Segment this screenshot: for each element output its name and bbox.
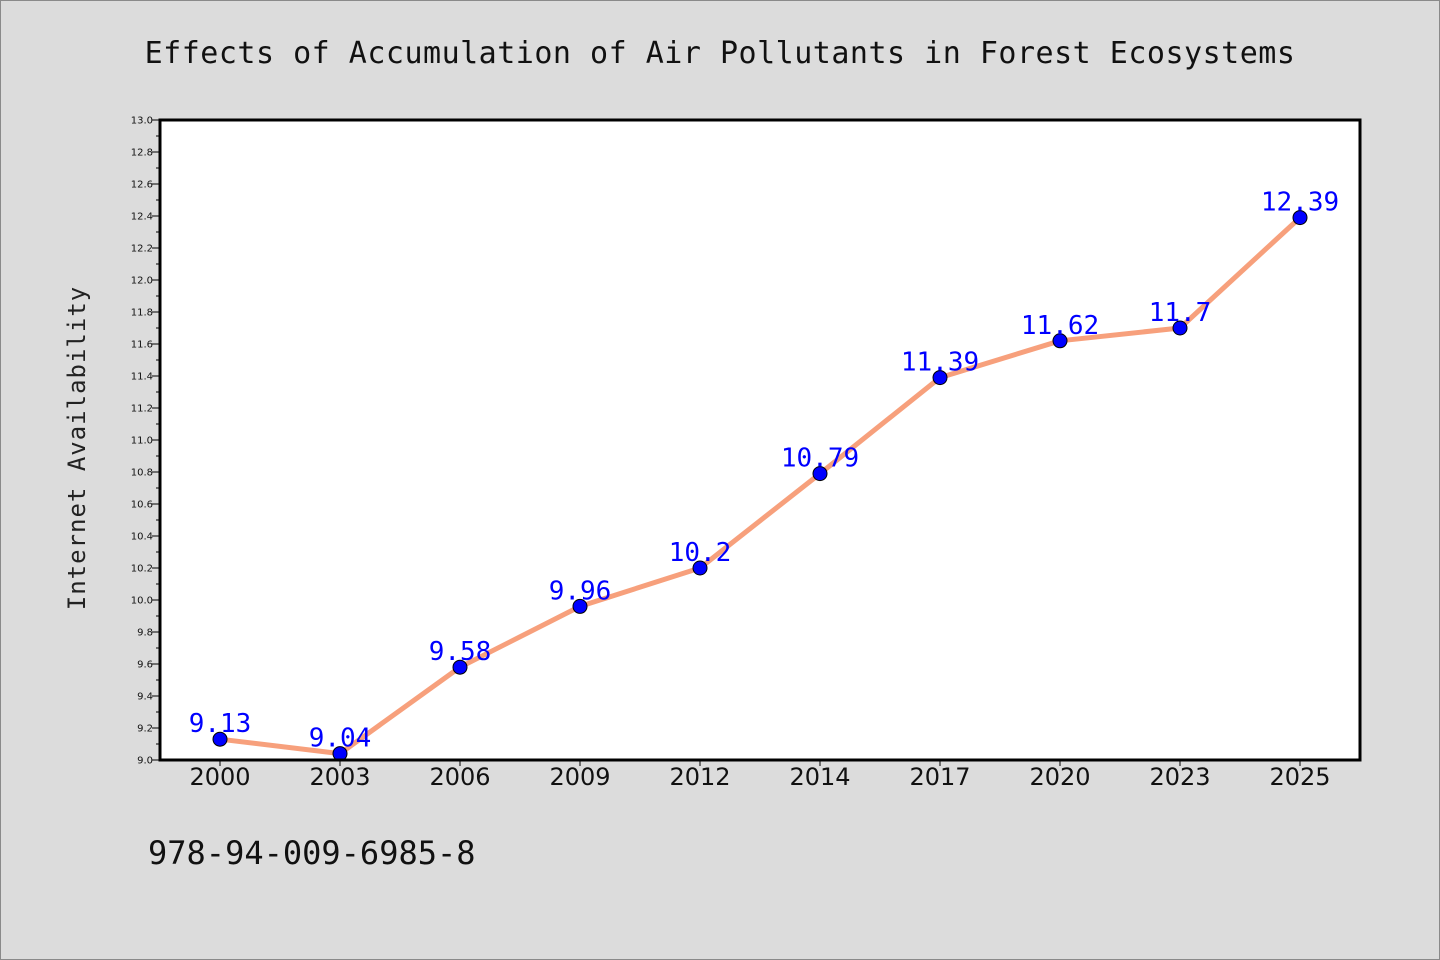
y-tick-label: 11.0	[131, 436, 153, 447]
data-label: 11.39	[901, 348, 979, 378]
y-axis-label: Internet Availability	[63, 286, 91, 610]
data-point	[692, 560, 708, 576]
x-tick-label: 2006	[429, 763, 490, 791]
data-label: 9.96	[549, 576, 612, 606]
data-labels: 9.13 9.04 9.58 9.96 10.2 10.79 11.39 11.62 11.7 1…	[189, 188, 1339, 754]
data-label: 12.39	[1261, 188, 1339, 218]
data-point	[572, 598, 588, 614]
plot-area	[160, 120, 1360, 760]
y-tick-label: 11.8	[131, 308, 153, 319]
data-point	[812, 466, 828, 482]
y-tick-label: 12.4	[131, 212, 153, 223]
data-point	[212, 731, 228, 747]
data-label: 9.04	[309, 724, 372, 754]
data-label: 9.13	[189, 709, 252, 739]
series-markers	[212, 210, 1308, 762]
chart-title: Effects of Accumulation of Air Pollutant…	[145, 36, 1296, 71]
y-tick-label: 11.2	[131, 404, 153, 415]
data-point	[1052, 333, 1068, 349]
y-axis: 9.0 9.2 9.4 9.6 9.8 10.0 10.2 10.4 10.6 10.8 11.0 1…	[131, 116, 160, 767]
y-tick-label: 13.0	[131, 116, 153, 127]
data-label: 9.58	[429, 637, 492, 667]
series-line	[219, 215, 1302, 757]
x-axis: 2000 2003 2006 2009 2012 2014 2017 2020 2023 2025	[189, 760, 1331, 791]
y-tick-label: 9.4	[137, 692, 153, 703]
x-tick-label: 2003	[309, 763, 370, 791]
x-tick-label: 2000	[189, 763, 250, 791]
y-tick-label: 10.0	[131, 596, 153, 607]
footer-code: 978-94-009-6985-8	[148, 834, 476, 872]
x-tick-label: 2020	[1029, 763, 1090, 791]
y-tick-label: 12.2	[131, 244, 153, 255]
data-point	[1292, 210, 1308, 226]
y-tick-label: 12.6	[131, 180, 153, 191]
data-point	[452, 659, 468, 675]
y-tick-label: 10.4	[131, 532, 153, 543]
data-label: 11.7	[1149, 298, 1212, 328]
y-tick-label: 9.6	[137, 660, 153, 671]
y-tick-label: 11.4	[131, 372, 153, 383]
y-tick-label: 9.0	[137, 756, 153, 767]
data-label: 10.79	[781, 444, 859, 474]
y-tick-label: 12.8	[131, 148, 153, 159]
x-tick-label: 2017	[909, 763, 970, 791]
y-tick-label: 10.2	[131, 564, 153, 575]
y-tick-label: 10.8	[131, 468, 153, 479]
data-point	[932, 370, 948, 386]
y-tick-label: 9.2	[137, 724, 153, 735]
data-point	[1172, 320, 1188, 336]
x-tick-label: 2025	[1269, 763, 1330, 791]
plot-border	[158, 118, 1362, 762]
x-tick-label: 2009	[549, 763, 610, 791]
x-tick-label: 2014	[789, 763, 850, 791]
y-tick-label: 10.6	[131, 500, 153, 511]
data-label: 10.2	[669, 538, 732, 568]
data-label: 11.62	[1021, 311, 1099, 341]
y-tick-label: 11.6	[131, 340, 153, 351]
y-tick-label: 9.8	[137, 628, 153, 639]
x-tick-label: 2012	[669, 763, 730, 791]
x-tick-label: 2023	[1149, 763, 1210, 791]
y-tick-label: 12.0	[131, 276, 153, 287]
